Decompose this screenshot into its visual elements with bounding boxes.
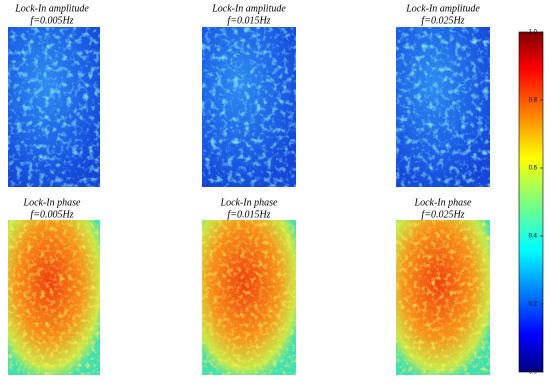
panel-title: Lock-In amplitude <box>405 3 480 14</box>
colorbar <box>518 31 544 373</box>
panel-subtitle: f=0.025Hz <box>421 15 464 26</box>
tick-label: 0.2 <box>529 302 538 308</box>
panel-title: Lock-In phase <box>220 197 278 208</box>
panel-title: Lock-In amplitude <box>14 3 89 14</box>
panel-subtitle: f=0.025Hz <box>421 209 464 220</box>
tick-label: 0.0 <box>529 370 538 376</box>
panel-subtitle: f=0.015Hz <box>227 209 270 220</box>
tick-label: 1.0 <box>529 30 538 36</box>
panel-subtitle: f=0.005Hz <box>30 209 73 220</box>
panel-subtitle: f=0.005Hz <box>30 15 73 26</box>
tick-label: 0.8 <box>529 98 538 104</box>
panel-title: Lock-In amplitude <box>211 3 286 14</box>
tick-label: 0.4 <box>529 234 538 240</box>
panels: Lock-In amplitude f=0.005Hz Lock-In ampl… <box>8 3 490 375</box>
panel-title: Lock-In phase <box>414 197 472 208</box>
panel-title: Lock-In phase <box>23 197 81 208</box>
panel-subtitle: f=0.015Hz <box>227 15 270 26</box>
phase-image <box>8 220 490 375</box>
amplitude-image <box>8 27 490 187</box>
tick-label: 0.6 <box>529 166 538 172</box>
